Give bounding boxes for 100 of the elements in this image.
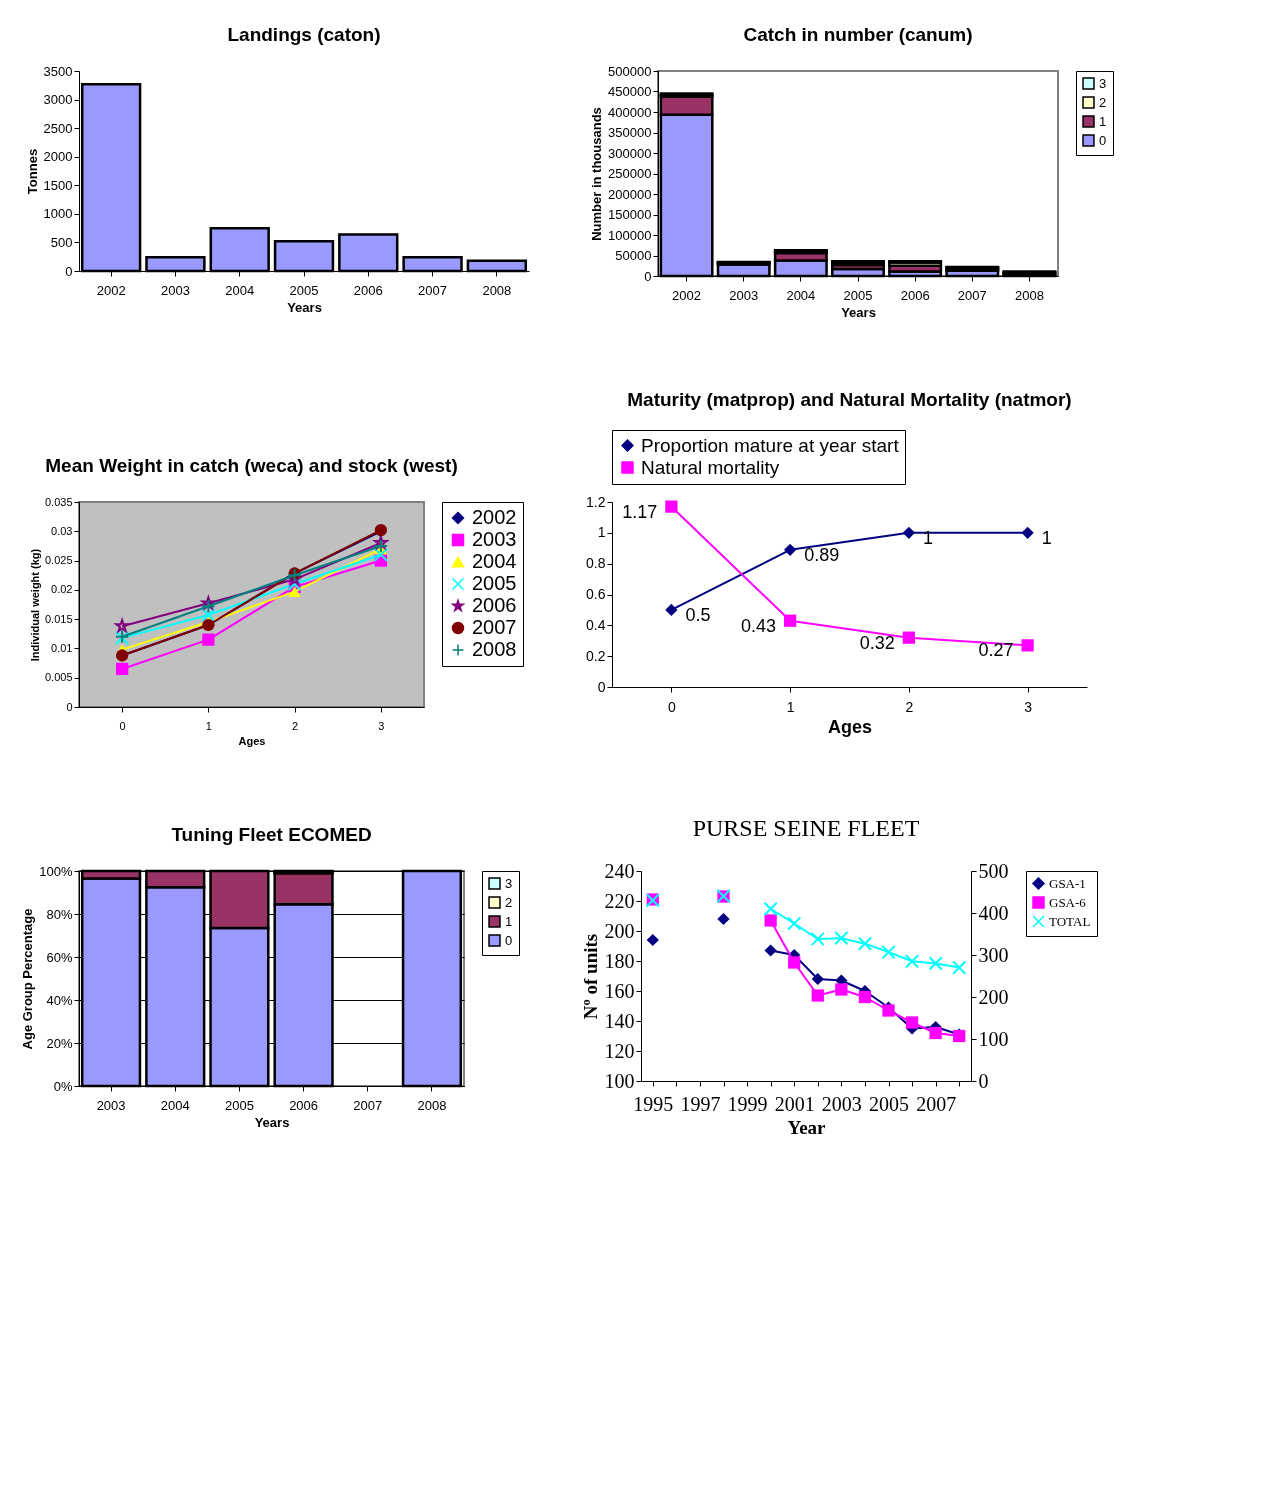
x-axis-title: Year [787,1116,827,1138]
y-tick-label: 50000 [615,248,652,263]
y-tick-label: 0.6 [586,586,606,602]
data-label: 1 [1041,527,1052,548]
legend-label: 2008 [472,638,517,660]
y-tick-label: 0.035 [44,495,73,508]
y-tick-label: 350000 [608,125,652,140]
x-tick-label: 2002 [672,287,702,303]
y-tick-label: 0.025 [44,554,73,567]
legend-label: Natural mortality [641,456,780,478]
y-tick-label: 0% [53,1078,73,1094]
x-tick-label: 2005 [869,1092,909,1115]
y-axis-title: Individual weight (kg) [28,548,41,662]
x-tick-label: 2008 [1014,287,1044,303]
y-axis-title: Nº of units [579,933,601,1020]
x-axis-title: Years [254,1114,290,1130]
y-tick-label: 0.005 [44,671,73,684]
y-tick-label: 2000 [43,149,73,165]
y-axis-title: Number in thousands [589,107,605,241]
y-tick-label: 400000 [608,104,652,120]
x-tick-label: 2 [905,698,914,715]
x-tick-label: 2005 [843,287,873,303]
chart-title: Catch in number (canum) [743,24,973,45]
chart-title: Maturity (matprop) and Natural Mortality (natmor) [627,388,1072,410]
chart-title: PURSE SEINE FLEET [692,815,920,841]
x-tick-label: 2005 [289,282,319,298]
y-tick-label: 3000 [43,92,73,108]
x-tick-label: 3 [1024,698,1033,715]
x-tick-label: 2003 [821,1092,862,1115]
x-axis-title: Ages [827,716,873,737]
y-tick-label: 100000 [608,227,652,243]
x-tick-label: 2007 [957,287,987,303]
x-tick-label: 2005 [224,1097,254,1113]
legend-label: 2007 [472,616,517,638]
y-tick-label: 140 [604,1009,635,1032]
y-tick-label: 220 [604,889,635,912]
x-tick-label: 0 [667,698,676,715]
legend-label: 3 [505,875,513,891]
y-tick-label: 1.2 [586,493,606,510]
legend-label: 0 [505,932,513,948]
y-axis-title: Tonnes [24,148,40,195]
x-axis-title: Years [841,304,876,320]
data-label: 0.32 [859,632,895,653]
x-tick-label: 2007 [418,282,448,298]
x-axis-title: Ages [238,734,266,747]
y2-tick-label: 100 [978,1027,1009,1050]
x-tick-label: 2002 [96,282,126,298]
y-axis-title: Age Group Percentage [20,908,36,1050]
legend-label: GSA-1 [1049,875,1086,891]
legend-label: 3 [1099,75,1107,91]
legend-label: GSA-6 [1049,894,1087,910]
legend-label: 2002 [472,506,517,528]
y-tick-label: 180 [604,949,635,972]
x-tick-label: 2003 [160,282,190,298]
x-tick-label: 2 [292,719,299,732]
x-tick-label: 1995 [633,1092,674,1115]
y-tick-label: 1500 [43,177,73,193]
y-tick-label: 500 [50,234,73,250]
x-tick-label: 2003 [729,287,759,303]
y-tick-label: 0 [65,263,73,279]
y-tick-label: 0.8 [586,555,606,572]
x-tick-label: 2004 [225,282,255,298]
y-tick-label: 1 [597,524,606,541]
y-tick-label: 2500 [43,120,73,136]
y-tick-label: 100% [39,863,73,879]
x-tick-label: 2006 [900,287,930,303]
data-label: 0.27 [978,640,1014,661]
x-tick-label: 2001 [774,1092,815,1115]
y-tick-label: 450000 [608,84,652,99]
y-tick-label: 20% [46,1035,73,1051]
y-tick-label: 60% [46,949,73,965]
legend-label: TOTAL [1049,913,1091,929]
x-tick-label: 3 [378,719,385,732]
y-tick-label: 0.015 [44,612,73,625]
x-tick-label: 2006 [353,282,383,298]
y-tick-label: 3500 [43,63,73,79]
y-tick-label: 0.02 [51,583,73,596]
chart-title: Tuning Fleet ECOMED [171,824,372,845]
x-tick-label: 2008 [417,1097,447,1113]
y-tick-label: 80% [46,906,73,922]
y-tick-label: 200000 [608,186,652,202]
y-tick-label: 0.03 [51,524,73,537]
x-tick-label: 2006 [289,1097,319,1113]
y-tick-label: 120 [604,1039,635,1062]
legend-label: 2 [505,894,513,910]
legend-label: 1 [1099,113,1107,129]
x-tick-label: 2007 [916,1092,957,1115]
data-label: 0.89 [804,544,840,565]
legend-label: 1 [505,913,513,929]
y-tick-label: 0.01 [51,641,73,654]
x-tick-label: 1997 [680,1092,721,1115]
x-tick-label: 2003 [96,1097,126,1113]
y-tick-label: 0.2 [586,647,606,664]
y-tick-label: 200 [604,919,635,942]
y2-tick-label: 200 [978,985,1009,1008]
y-tick-label: 40% [46,992,73,1008]
legend-label: 0 [1099,132,1107,148]
x-tick-label: 0 [119,719,126,732]
chart-title: Landings (caton) [227,24,381,45]
data-label: 0.43 [741,615,777,636]
